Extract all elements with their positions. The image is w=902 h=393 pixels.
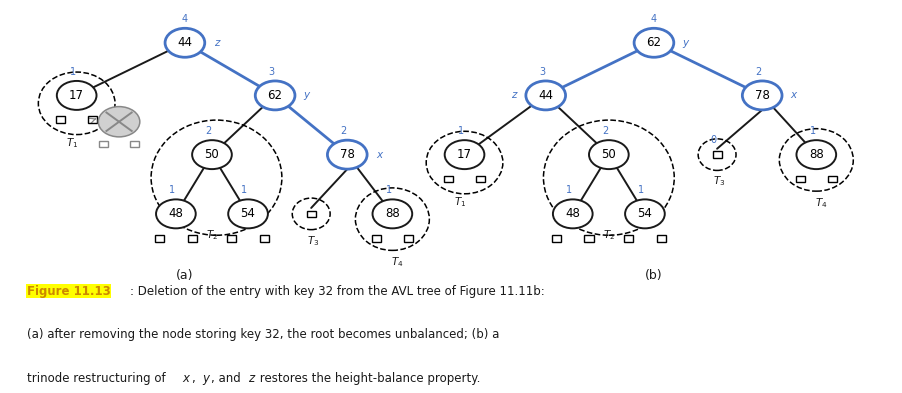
Circle shape <box>156 199 196 228</box>
Text: z: z <box>247 372 253 385</box>
Text: 2: 2 <box>206 126 211 136</box>
Text: : Deletion of the entry with key 32 from the AVL tree of Figure 11.11b:: : Deletion of the entry with key 32 from… <box>130 285 545 298</box>
Text: 17: 17 <box>69 89 84 102</box>
Text: 1: 1 <box>70 67 76 77</box>
Circle shape <box>796 140 836 169</box>
Circle shape <box>373 199 412 228</box>
Bar <box>552 235 561 242</box>
Text: ,: , <box>192 372 200 385</box>
Circle shape <box>57 81 97 110</box>
Text: 48: 48 <box>169 208 183 220</box>
Circle shape <box>742 81 782 110</box>
Text: y: y <box>202 372 209 385</box>
Bar <box>307 211 316 217</box>
Text: z: z <box>511 90 517 101</box>
Circle shape <box>98 107 140 137</box>
Text: 2: 2 <box>341 126 346 136</box>
Bar <box>188 235 197 242</box>
Text: 1: 1 <box>566 185 572 195</box>
Text: 54: 54 <box>241 208 255 220</box>
Text: (b): (b) <box>645 268 663 281</box>
Circle shape <box>634 28 674 57</box>
Text: 17: 17 <box>457 148 472 161</box>
Text: 48: 48 <box>566 208 580 220</box>
Text: 0: 0 <box>711 134 716 145</box>
Circle shape <box>526 81 566 110</box>
Text: $T_1$: $T_1$ <box>66 136 78 150</box>
Text: 3: 3 <box>539 67 545 77</box>
Bar <box>828 176 837 182</box>
Text: 78: 78 <box>340 148 354 161</box>
Text: x: x <box>791 90 796 101</box>
Text: 62: 62 <box>647 36 661 49</box>
Bar <box>476 176 485 182</box>
Text: restores the height-balance property.: restores the height-balance property. <box>256 372 481 385</box>
Text: 1: 1 <box>639 185 644 195</box>
Circle shape <box>625 199 665 228</box>
Text: $T_3$: $T_3$ <box>713 174 725 188</box>
Text: 54: 54 <box>638 208 652 220</box>
Bar <box>624 235 633 242</box>
Text: 1: 1 <box>170 185 175 195</box>
Text: $T_3$: $T_3$ <box>307 235 319 248</box>
Text: z: z <box>214 38 219 48</box>
Bar <box>260 235 269 242</box>
Text: y: y <box>683 38 688 48</box>
Text: 50: 50 <box>602 148 616 161</box>
Bar <box>584 235 594 242</box>
Text: trinode restructuring of: trinode restructuring of <box>27 372 170 385</box>
Text: 78: 78 <box>755 89 769 102</box>
Text: 62: 62 <box>268 89 282 102</box>
Text: 50: 50 <box>205 148 219 161</box>
Text: $T_2$: $T_2$ <box>206 228 218 242</box>
Text: x: x <box>376 150 382 160</box>
Bar <box>88 116 97 123</box>
Bar <box>56 116 65 123</box>
Circle shape <box>228 199 268 228</box>
Circle shape <box>589 140 629 169</box>
Bar <box>130 141 139 147</box>
Text: Figure 11.13: Figure 11.13 <box>27 285 111 298</box>
Text: 2: 2 <box>756 67 761 77</box>
Text: $T_1$: $T_1$ <box>454 195 466 209</box>
Text: 3: 3 <box>269 67 274 77</box>
Text: 1: 1 <box>242 185 247 195</box>
Bar <box>99 141 108 147</box>
Circle shape <box>445 140 484 169</box>
Bar <box>372 235 381 242</box>
Text: $T_2$: $T_2$ <box>603 228 615 242</box>
Bar <box>657 235 666 242</box>
Bar <box>796 176 805 182</box>
Text: 1: 1 <box>386 185 391 195</box>
Text: $T_4$: $T_4$ <box>815 196 827 210</box>
Circle shape <box>327 140 367 169</box>
Text: (a): (a) <box>176 268 194 281</box>
Text: , and: , and <box>211 372 244 385</box>
Bar <box>713 151 722 158</box>
Text: 88: 88 <box>809 148 824 161</box>
Bar <box>227 235 236 242</box>
Circle shape <box>255 81 295 110</box>
Text: 88: 88 <box>385 208 400 220</box>
Text: 44: 44 <box>538 89 553 102</box>
Text: 4: 4 <box>651 14 657 24</box>
Circle shape <box>165 28 205 57</box>
Circle shape <box>192 140 232 169</box>
Text: 1: 1 <box>810 126 815 136</box>
Text: $T_4$: $T_4$ <box>391 256 403 270</box>
Circle shape <box>553 199 593 228</box>
Text: 44: 44 <box>178 36 192 49</box>
Text: y: y <box>304 90 309 101</box>
Bar <box>444 176 453 182</box>
Text: 1: 1 <box>458 126 464 136</box>
Text: 2: 2 <box>603 126 608 136</box>
Bar <box>404 235 413 242</box>
Text: 4: 4 <box>182 14 188 24</box>
Text: (a) after removing the node storing key 32, the root becomes unbalanced; (b) a: (a) after removing the node storing key … <box>27 328 500 341</box>
Bar <box>155 235 164 242</box>
Text: x: x <box>183 372 189 385</box>
